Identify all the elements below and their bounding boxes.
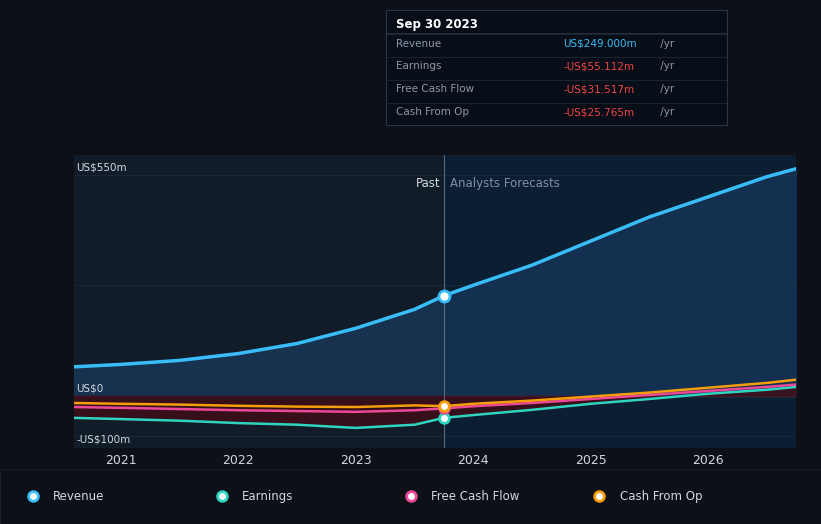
- Bar: [74, 155, 444, 448]
- Text: Cash From Op: Cash From Op: [396, 107, 469, 117]
- Text: Sep 30 2023: Sep 30 2023: [396, 18, 478, 31]
- Text: /yr: /yr: [657, 61, 674, 71]
- Text: US$249.000m: US$249.000m: [563, 39, 636, 49]
- Text: /yr: /yr: [657, 107, 674, 117]
- Text: -US$100m: -US$100m: [76, 435, 131, 445]
- Text: Analysts Forecasts: Analysts Forecasts: [450, 177, 560, 190]
- Text: Earnings: Earnings: [242, 490, 294, 503]
- Text: -US$31.517m: -US$31.517m: [563, 84, 634, 94]
- Text: /yr: /yr: [657, 84, 674, 94]
- Text: US$0: US$0: [76, 384, 103, 394]
- Text: Cash From Op: Cash From Op: [620, 490, 702, 503]
- Text: Free Cash Flow: Free Cash Flow: [431, 490, 520, 503]
- Text: Past: Past: [415, 177, 440, 190]
- Text: Revenue: Revenue: [53, 490, 105, 503]
- Text: -US$25.765m: -US$25.765m: [563, 107, 634, 117]
- Text: Free Cash Flow: Free Cash Flow: [396, 84, 475, 94]
- Text: Revenue: Revenue: [396, 39, 441, 49]
- Text: Earnings: Earnings: [396, 61, 442, 71]
- Text: US$550m: US$550m: [76, 162, 127, 173]
- Text: -US$55.112m: -US$55.112m: [563, 61, 634, 71]
- Bar: [444, 155, 796, 448]
- Text: /yr: /yr: [657, 39, 674, 49]
